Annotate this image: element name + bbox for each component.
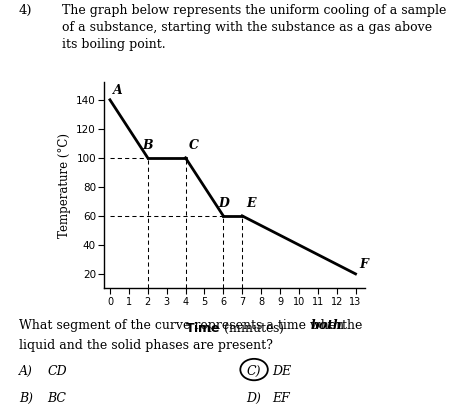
Y-axis label: Temperature (°C): Temperature (°C) xyxy=(58,133,71,238)
Text: liquid and the solid phases are present?: liquid and the solid phases are present? xyxy=(19,339,273,352)
Text: both: both xyxy=(311,319,343,332)
Text: A): A) xyxy=(19,365,33,378)
Text: BC: BC xyxy=(47,392,66,405)
Text: C): C) xyxy=(246,365,261,378)
Text: A: A xyxy=(113,84,123,97)
Text: B: B xyxy=(142,139,153,152)
Text: E: E xyxy=(246,197,255,210)
Text: CD: CD xyxy=(47,365,67,378)
Text: B): B) xyxy=(19,392,33,405)
Text: The graph below represents the uniform cooling of a sample
of a substance, start: The graph below represents the uniform c… xyxy=(62,4,446,51)
Text: EF: EF xyxy=(273,392,290,405)
Text: $\mathbf{Time}$ (minutes): $\mathbf{Time}$ (minutes) xyxy=(185,321,284,337)
Text: the: the xyxy=(338,319,362,332)
Text: DE: DE xyxy=(273,365,292,378)
Text: D): D) xyxy=(246,392,261,405)
Text: F: F xyxy=(359,258,368,271)
Text: 4): 4) xyxy=(19,4,32,17)
Text: C: C xyxy=(189,139,199,152)
Text: What segment of the curve represents a time when: What segment of the curve represents a t… xyxy=(19,319,348,332)
Text: D: D xyxy=(219,197,229,210)
